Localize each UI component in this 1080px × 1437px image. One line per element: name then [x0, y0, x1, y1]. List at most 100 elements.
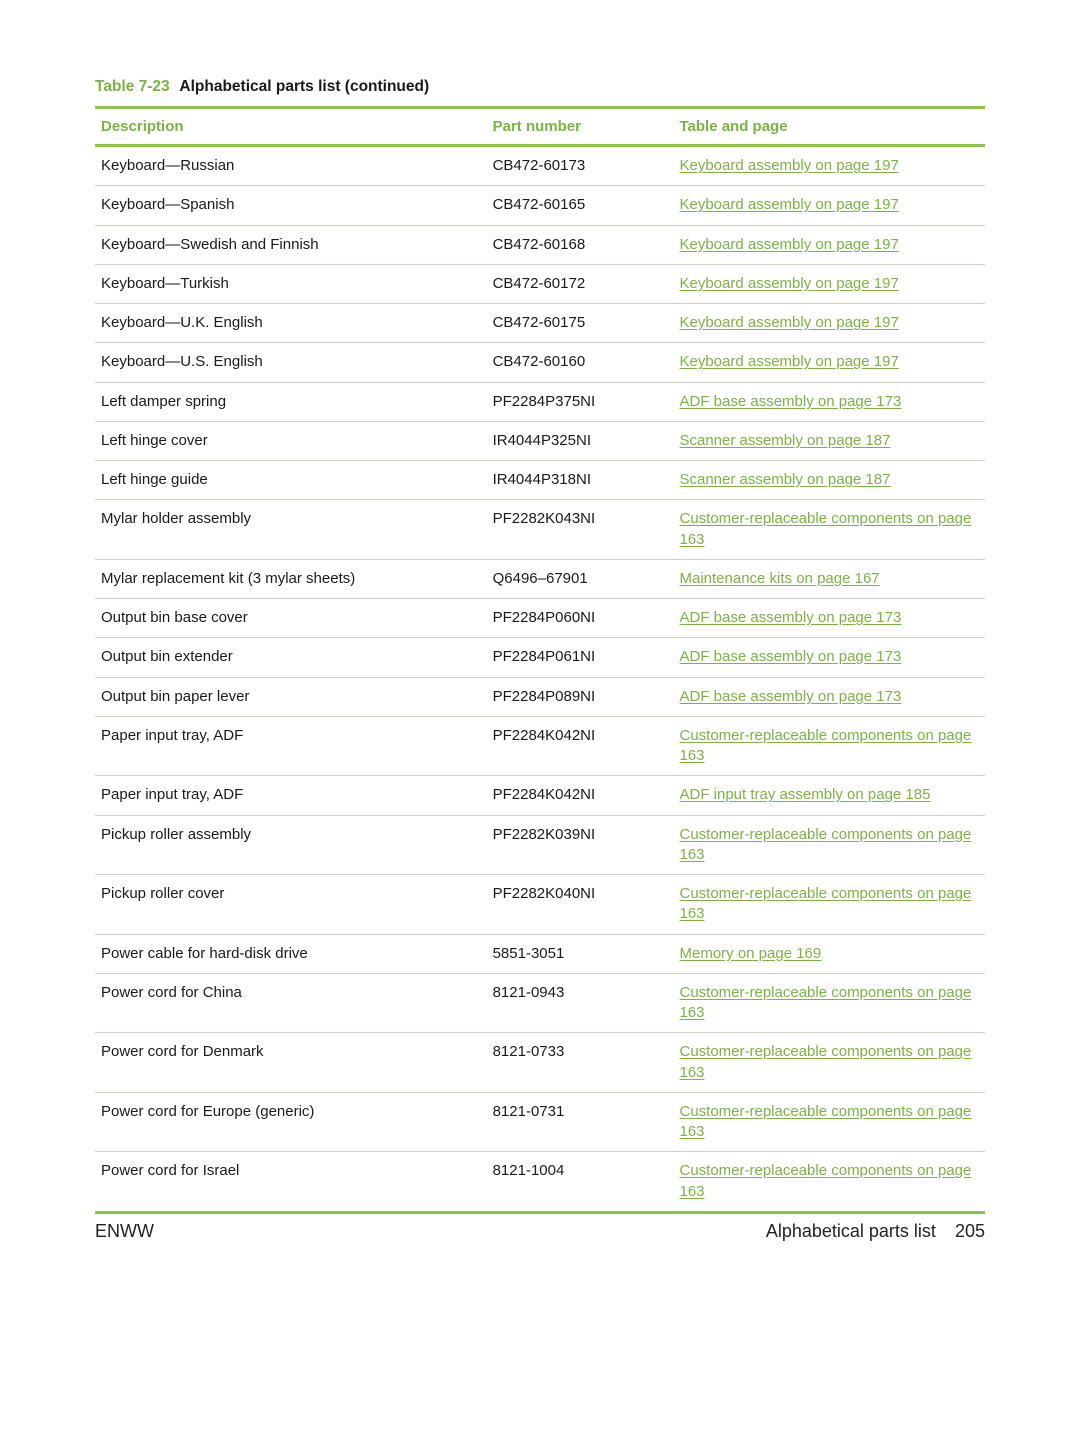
cross-reference-link[interactable]: Keyboard assembly on page 197: [679, 275, 898, 292]
table-title: Alphabetical parts list (continued): [179, 78, 429, 95]
cell-table-and-page: Keyboard assembly on page 197: [673, 146, 985, 186]
cross-reference-link[interactable]: Customer-replaceable components on page …: [679, 1043, 971, 1080]
parts-table: Description Part number Table and page K…: [95, 106, 985, 1214]
cross-reference-link[interactable]: ADF base assembly on page 173: [679, 609, 901, 626]
cell-part-number: CB472-60172: [487, 264, 674, 303]
table-row: Keyboard—SpanishCB472-60165Keyboard asse…: [95, 186, 985, 225]
col-description: Description: [95, 108, 487, 146]
cell-table-and-page: Maintenance kits on page 167: [673, 559, 985, 598]
table-row: Power cable for hard-disk drive5851-3051…: [95, 934, 985, 973]
cross-reference-link[interactable]: Customer-replaceable components on page …: [679, 885, 971, 922]
cell-table-and-page: Customer-replaceable components on page …: [673, 875, 985, 935]
cell-description: Power cord for China: [95, 973, 487, 1033]
table-row: Keyboard—U.S. EnglishCB472-60160Keyboard…: [95, 343, 985, 382]
cell-part-number: PF2284P060NI: [487, 599, 674, 638]
cross-reference-link[interactable]: Customer-replaceable components on page …: [679, 1103, 971, 1140]
cell-description: Paper input tray, ADF: [95, 776, 487, 815]
cell-description: Mylar holder assembly: [95, 500, 487, 560]
table-row: Power cord for Europe (generic)8121-0731…: [95, 1092, 985, 1152]
cell-table-and-page: Scanner assembly on page 187: [673, 461, 985, 500]
cell-part-number: CB472-60175: [487, 304, 674, 343]
cell-description: Keyboard—U.S. English: [95, 343, 487, 382]
cell-table-and-page: Customer-replaceable components on page …: [673, 1033, 985, 1093]
cell-description: Pickup roller cover: [95, 875, 487, 935]
document-page: Table 7-23 Alphabetical parts list (cont…: [0, 0, 1080, 1437]
col-table-and-page: Table and page: [673, 108, 985, 146]
cell-table-and-page: Memory on page 169: [673, 934, 985, 973]
table-row: Keyboard—TurkishCB472-60172 Keyboard asse…: [95, 264, 985, 303]
table-row: Output bin paper leverPF2284P089NI ADF ba…: [95, 677, 985, 716]
cross-reference-link[interactable]: ADF input tray assembly on page 185: [679, 786, 930, 803]
cross-reference-link[interactable]: ADF base assembly on page 173: [679, 393, 901, 410]
cell-description: Mylar replacement kit (3 mylar sheets): [95, 559, 487, 598]
cell-part-number: PF2282K039NI: [487, 815, 674, 875]
table-row: Keyboard—RussianCB472-60173Keyboard asse…: [95, 146, 985, 186]
table-row: Left hinge coverIR4044P325NIScanner asse…: [95, 421, 985, 460]
cell-description: Left hinge guide: [95, 461, 487, 500]
cell-table-and-page: Keyboard assembly on page 197: [673, 186, 985, 225]
cell-table-and-page: ADF base assembly on page 173: [673, 382, 985, 421]
footer-left: ENWW: [95, 1221, 154, 1242]
cell-part-number: 8121-0731: [487, 1092, 674, 1152]
table-number: Table 7-23: [95, 78, 170, 95]
cross-reference-link[interactable]: Memory on page 169: [679, 945, 821, 962]
cross-reference-link[interactable]: Customer-replaceable components on page …: [679, 1162, 971, 1199]
cross-reference-link[interactable]: Keyboard assembly on page 197: [679, 314, 898, 331]
footer-section-title: Alphabetical parts list: [766, 1221, 936, 1241]
cross-reference-link[interactable]: Scanner assembly on page 187: [679, 471, 890, 488]
cross-reference-link[interactable]: ADF base assembly on page 173: [679, 688, 901, 705]
cross-reference-link[interactable]: Keyboard assembly on page 197: [679, 196, 898, 213]
cell-table-and-page: Customer-replaceable components on page …: [673, 1152, 985, 1213]
cell-part-number: IR4044P318NI: [487, 461, 674, 500]
footer-right: Alphabetical parts list 205: [766, 1221, 985, 1242]
cell-table-and-page: ADF base assembly on page 173: [673, 599, 985, 638]
table-row: Keyboard—Swedish and FinnishCB472-60168K…: [95, 225, 985, 264]
cell-description: Output bin extender: [95, 638, 487, 677]
cell-table-and-page: Keyboard assembly on page 197: [673, 343, 985, 382]
cell-table-and-page: Customer-replaceable components on page …: [673, 716, 985, 776]
cross-reference-link[interactable]: Customer-replaceable components on page …: [679, 510, 971, 547]
table-row: Mylar holder assemblyPF2282K043NICustome…: [95, 500, 985, 560]
cell-part-number: PF2284P375NI: [487, 382, 674, 421]
cell-part-number: Q6496–67901: [487, 559, 674, 598]
table-header-row: Description Part number Table and page: [95, 108, 985, 146]
cross-reference-link[interactable]: Keyboard assembly on page 197: [679, 157, 898, 174]
cell-part-number: 8121-0943: [487, 973, 674, 1033]
cell-description: Output bin paper lever: [95, 677, 487, 716]
cell-part-number: PF2284K042NI: [487, 776, 674, 815]
cell-part-number: IR4044P325NI: [487, 421, 674, 460]
cross-reference-link[interactable]: Customer-replaceable components on page …: [679, 826, 971, 863]
cross-reference-link[interactable]: Customer-replaceable components on page …: [679, 727, 971, 764]
cross-reference-link[interactable]: Maintenance kits on page 167: [679, 570, 879, 587]
cross-reference-link[interactable]: Keyboard assembly on page 197: [679, 353, 898, 370]
cell-table-and-page: Keyboard assembly on page 197: [673, 264, 985, 303]
table-row: Keyboard—U.K. EnglishCB472-60175Keyboard…: [95, 304, 985, 343]
table-row: Output bin base coverPF2284P060NI ADF bas…: [95, 599, 985, 638]
cell-description: Pickup roller assembly: [95, 815, 487, 875]
cell-table-and-page: Keyboard assembly on page 197: [673, 304, 985, 343]
cell-part-number: PF2282K040NI: [487, 875, 674, 935]
cell-table-and-page: ADF base assembly on page 173: [673, 638, 985, 677]
table-row: Power cord for Israel8121-1004Customer-r…: [95, 1152, 985, 1213]
cross-reference-link[interactable]: Keyboard assembly on page 197: [679, 236, 898, 253]
cell-part-number: CB472-60173: [487, 146, 674, 186]
col-part-number: Part number: [487, 108, 674, 146]
table-row: Left hinge guideIR4044P318NI Scanner asse…: [95, 461, 985, 500]
table-row: Paper input tray, ADFPF2284K042NICustome…: [95, 716, 985, 776]
cell-table-and-page: Keyboard assembly on page 197: [673, 225, 985, 264]
table-row: Mylar replacement kit (3 mylar sheets)Q6…: [95, 559, 985, 598]
cell-table-and-page: Customer-replaceable components on page …: [673, 1092, 985, 1152]
table-row: Pickup roller coverPF2282K040NICustomer-…: [95, 875, 985, 935]
cell-part-number: PF2284P089NI: [487, 677, 674, 716]
cross-reference-link[interactable]: ADF base assembly on page 173: [679, 648, 901, 665]
cell-table-and-page: Customer-replaceable components on page …: [673, 973, 985, 1033]
cell-description: Keyboard—Turkish: [95, 264, 487, 303]
cell-description: Output bin base cover: [95, 599, 487, 638]
cell-part-number: CB472-60168: [487, 225, 674, 264]
cell-part-number: PF2284K042NI: [487, 716, 674, 776]
table-body: Keyboard—RussianCB472-60173Keyboard asse…: [95, 146, 985, 1213]
cell-part-number: 5851-3051: [487, 934, 674, 973]
table-row: Left damper springPF2284P375NIADF base a…: [95, 382, 985, 421]
cross-reference-link[interactable]: Customer-replaceable components on page …: [679, 984, 971, 1021]
cross-reference-link[interactable]: Scanner assembly on page 187: [679, 432, 890, 449]
